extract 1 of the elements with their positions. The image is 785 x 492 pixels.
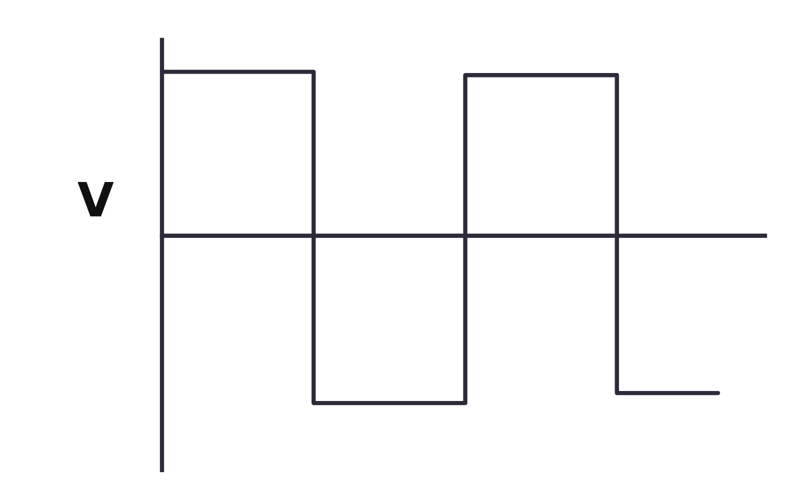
y-axis-title: V [78,182,114,216]
